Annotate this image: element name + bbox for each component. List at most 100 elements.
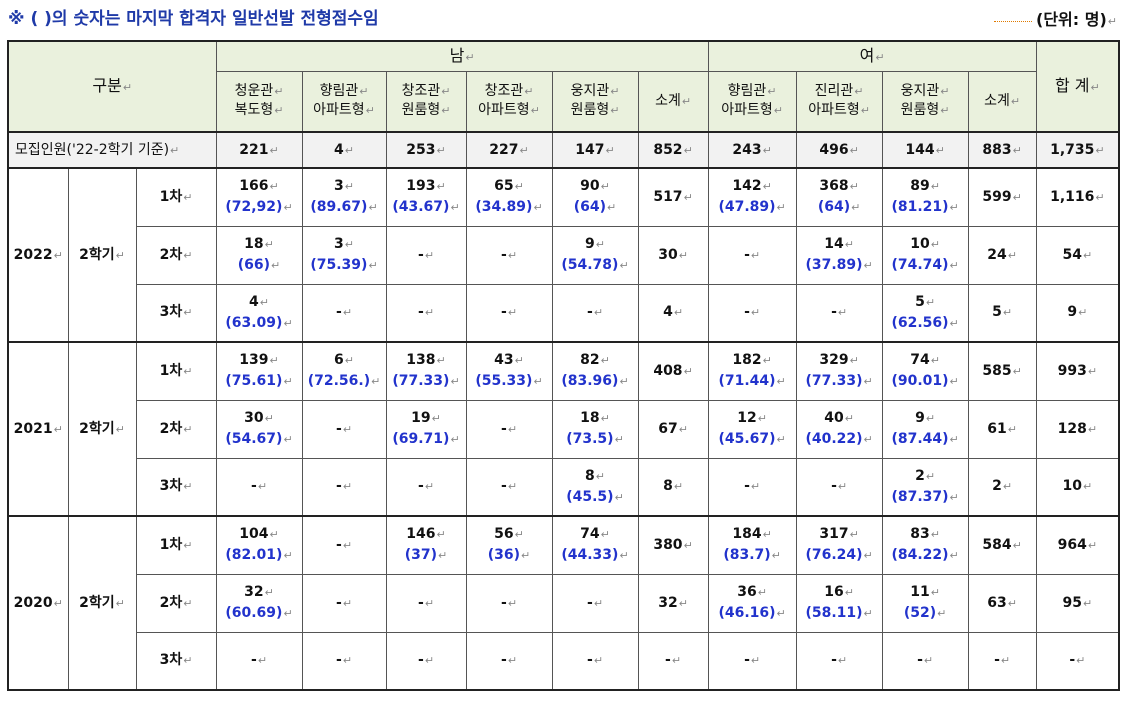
score-value: (37.89)↵: [805, 257, 873, 273]
data-cell: -↵: [385, 573, 467, 633]
data-cell: 329↵ (77.33)↵: [795, 341, 883, 401]
year-cell: 2021↵: [7, 341, 69, 517]
count-value: 3↵: [334, 178, 354, 195]
data-cell: 56↵ (36)↵: [465, 515, 553, 575]
score-value: (55.33)↵: [475, 373, 543, 390]
recruit-label: 모집인원('22-2학기 기준)↵: [7, 131, 217, 169]
recruit-value: 496↵: [795, 131, 883, 169]
count-value: 54↵: [1062, 246, 1093, 263]
recruit-value: 227↵: [465, 131, 553, 169]
recruit-value: 4↵: [301, 131, 387, 169]
data-cell: 3↵ (75.39)↵: [301, 225, 387, 285]
score-value: (73.5)↵: [566, 431, 624, 447]
count-value: -↵: [336, 652, 353, 669]
count-value: 83↵: [910, 526, 940, 543]
score-value: (54.67)↵: [225, 431, 293, 447]
score-value: (40.22)↵: [805, 431, 873, 447]
data-cell: 193↵ (43.67)↵: [385, 167, 467, 227]
count-value: 182↵: [732, 352, 772, 369]
data-cell: -↵: [881, 631, 969, 691]
recruit-value: 253↵: [385, 131, 467, 169]
count-value: -↵: [418, 246, 435, 263]
count-value: 993↵: [1057, 362, 1098, 379]
page-title: ※ ( )의 숫자는 마지막 합격자 일반선발 전형점수임: [8, 9, 379, 29]
count-value: 4↵: [663, 304, 684, 321]
data-cell: 138↵ (77.33)↵: [385, 341, 467, 401]
score-value: (54.78)↵: [561, 257, 629, 273]
count-value: 24↵: [987, 246, 1017, 263]
count-value: -↵: [744, 304, 761, 321]
data-cell: 4↵ (63.09)↵: [215, 283, 303, 343]
score-value: (66)↵: [237, 257, 281, 273]
count-value: 2↵: [915, 467, 936, 484]
data-cell: 517↵: [637, 167, 709, 227]
score-value: (87.37)↵: [891, 488, 959, 505]
subheader-line: 소계↵: [984, 92, 1021, 109]
count-value: -↵: [744, 652, 761, 669]
data-cell: 19↵ (69.71)↵: [385, 399, 467, 459]
data-cell: 1,116↵: [1035, 167, 1120, 227]
score-value: (36)↵: [487, 547, 531, 564]
data-cell: 14↵ (37.89)↵: [795, 225, 883, 285]
subheader-line: 소계↵: [655, 92, 692, 109]
count-value: 517↵: [653, 188, 693, 205]
count-value: 1,116↵: [1050, 188, 1105, 205]
round-cell: 2차↵: [135, 399, 217, 459]
score-value: (71.44)↵: [718, 373, 786, 390]
subheader-col-8: 웅지관↵ 원룸형↵: [881, 70, 969, 133]
data-cell: -↵: [301, 573, 387, 633]
data-cell: 128↵: [1035, 399, 1120, 459]
count-value: 139↵: [239, 352, 279, 369]
score-value: (63.09)↵: [225, 314, 293, 331]
data-cell: -↵: [795, 631, 883, 691]
data-cell: -↵: [301, 399, 387, 459]
data-cell: 104↵ (82.01)↵: [215, 515, 303, 575]
count-value: 32↵: [658, 594, 688, 611]
data-cell: 142↵ (47.89)↵: [707, 167, 797, 227]
subheader-col-1: 향림관↵ 아파트형↵: [301, 70, 387, 133]
count-value: 146↵: [406, 526, 446, 543]
data-cell: 9↵ (87.44)↵: [881, 399, 969, 459]
data-cell: 65↵ (34.89)↵: [465, 167, 553, 227]
table-row: 2020↵ 2학기↵ 1차↵ 104↵ (82.01)↵ -↵ 146↵ (37)↵ 56↵ (3…: [7, 515, 1120, 691]
count-value: 142↵: [732, 178, 772, 195]
data-cell: -↵: [1035, 631, 1120, 691]
subheader-line: 원룸형↵: [570, 102, 620, 119]
data-cell: 8↵ (45.5)↵: [551, 457, 639, 517]
round-cell: 3차↵: [135, 283, 217, 343]
header-male: 남↵: [215, 40, 709, 72]
count-value: -↵: [831, 478, 848, 495]
table-row: 2차↵ 18↵ (66)↵ 3↵ (75.39)↵ -↵ -↵ 9↵ (54.78)↵ 30↵ -↵…: [8, 225, 1120, 285]
recruit-value: 883↵: [967, 131, 1037, 169]
data-cell: 32↵ (60.69)↵: [215, 573, 303, 633]
count-value: 61↵: [987, 420, 1017, 437]
count-value: 65↵: [494, 178, 524, 195]
score-value: (89.67)↵: [310, 199, 378, 216]
data-cell: -↵: [465, 399, 553, 459]
recruit-value: 221↵: [215, 131, 303, 169]
data-cell: 30↵ (54.67)↵: [215, 399, 303, 459]
data-cell: -↵: [385, 283, 467, 343]
data-cell: -↵: [707, 225, 797, 285]
data-cell: 40↵ (40.22)↵: [795, 399, 883, 459]
score-value: (81.21)↵: [891, 199, 959, 216]
header-female: 여↵: [707, 40, 1037, 72]
score-value: (44.33)↵: [561, 547, 629, 564]
subheader-col-3: 창조관↵ 아파트형↵: [465, 70, 553, 133]
count-value: -↵: [418, 304, 435, 321]
count-value: -↵: [336, 304, 353, 321]
recruit-value: 1,735↵: [1035, 131, 1120, 169]
subheader-line: 복도형↵: [234, 102, 284, 119]
count-value: 3↵: [334, 236, 354, 252]
count-value: 2↵: [992, 478, 1013, 495]
data-cell: 317↵ (76.24)↵: [795, 515, 883, 575]
count-value: 329↵: [819, 352, 859, 369]
score-value: (82.01)↵: [225, 547, 293, 564]
data-cell: -↵: [967, 631, 1037, 691]
data-cell: 2↵: [967, 457, 1037, 517]
dormitory-score-table: 구분↵ 남↵ 여↵ 합 계↵ 청운관↵ 복도형↵ 향림관↵ 아파트형↵ 창조관↵ 원룸형↵…: [7, 40, 1121, 691]
data-cell: -↵: [215, 457, 303, 517]
data-cell: 16↵ (58.11)↵: [795, 573, 883, 633]
count-value: 317↵: [819, 526, 859, 543]
data-cell: 368↵ (64)↵: [795, 167, 883, 227]
